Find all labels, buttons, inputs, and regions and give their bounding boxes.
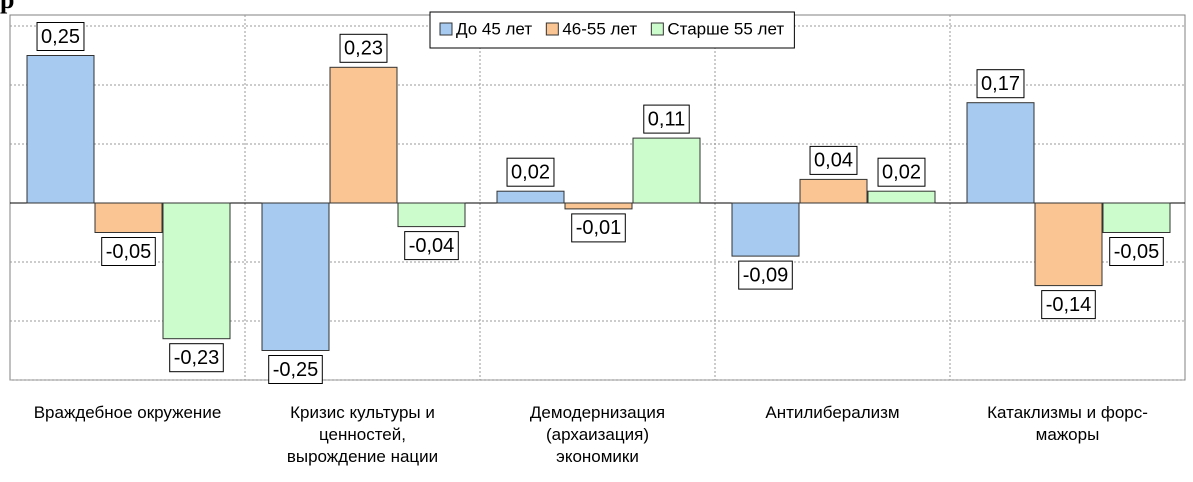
legend-swatch (439, 22, 453, 36)
data-label-box (1109, 237, 1164, 266)
bar (1102, 202, 1171, 233)
data-label-box (738, 260, 793, 290)
data-label-box (268, 355, 323, 384)
bar (867, 190, 936, 204)
data-label-box (643, 104, 690, 134)
data-label-box (506, 157, 555, 187)
bar (94, 202, 163, 233)
data-label: -0,14 (1041, 290, 1096, 320)
data-label-box (169, 343, 224, 373)
data-label-text: -0,14 (1046, 294, 1092, 316)
bar (261, 202, 330, 351)
bar (162, 202, 231, 340)
data-label: 0,02 (506, 157, 555, 187)
data-label-text: 0,25 (41, 26, 80, 48)
x-tick-label: Кризис культуры и ценностей, вырождение … (286, 403, 439, 466)
legend-box (429, 11, 795, 49)
data-label-text: -0,23 (174, 347, 220, 369)
data-label: 0,25 (36, 22, 85, 51)
data-label-box (36, 22, 85, 51)
bar (329, 66, 398, 204)
bar (632, 137, 701, 204)
data-label: 0,11 (643, 104, 690, 134)
data-label: -0,23 (169, 343, 224, 373)
x-tick-label: Демодернизация (архаизация) экономики (529, 403, 666, 466)
data-label-text: 0,17 (981, 73, 1020, 95)
legend-swatch (650, 22, 664, 36)
data-label-text: -0,05 (1114, 241, 1160, 263)
data-label-text: -0,09 (743, 264, 789, 286)
data-label: -0,01 (571, 213, 626, 243)
legend-label: Старше 55 лет (667, 19, 784, 38)
data-label-box (339, 33, 388, 63)
bar (731, 202, 800, 257)
data-label: -0,05 (101, 237, 156, 266)
data-label: 0,17 (976, 69, 1025, 99)
bar (564, 202, 633, 210)
legend-label: 46-55 лет (562, 19, 637, 38)
data-label-box (101, 237, 156, 266)
data-label-text: -0,25 (273, 359, 319, 381)
data-label-text: -0,01 (576, 217, 622, 239)
data-label-box (976, 69, 1025, 99)
data-label-text: -0,05 (106, 241, 152, 263)
data-label-box (809, 145, 858, 175)
x-tick-label: Антилиберализм (765, 403, 900, 422)
chart-title: р (0, 0, 14, 14)
data-label-box (877, 157, 926, 187)
data-label: 0,04 (809, 145, 858, 175)
data-label-box (404, 231, 459, 261)
bar (26, 55, 95, 204)
data-label: -0,05 (1109, 237, 1164, 266)
legend: До 45 лет 46-55 лет Старше 55 лет (429, 11, 795, 49)
data-label: -0,09 (738, 260, 793, 290)
data-label-text: 0,02 (511, 161, 550, 183)
legend-swatch (545, 22, 559, 36)
bar (496, 190, 565, 204)
legend-label: До 45 лет (456, 19, 532, 38)
bar (966, 102, 1035, 204)
data-label-text: 0,23 (344, 38, 383, 60)
data-label: 0,23 (339, 33, 388, 63)
x-tick-label: Катаклизмы и форс-мажоры (987, 403, 1148, 444)
data-label-box (1041, 290, 1096, 320)
bar (799, 178, 868, 204)
data-label: 0,02 (877, 157, 926, 187)
x-tick-label: Враждебное окружение (33, 403, 222, 422)
bar (397, 202, 466, 228)
data-label-text: -0,04 (409, 235, 455, 257)
data-label-text: 0,04 (814, 150, 853, 172)
bar (1034, 202, 1103, 287)
data-label: -0,25 (268, 355, 323, 384)
data-label-text: 0,02 (882, 161, 921, 183)
data-label-text: 0,11 (648, 108, 685, 130)
data-label: -0,04 (404, 231, 459, 261)
data-label-box (571, 213, 626, 243)
